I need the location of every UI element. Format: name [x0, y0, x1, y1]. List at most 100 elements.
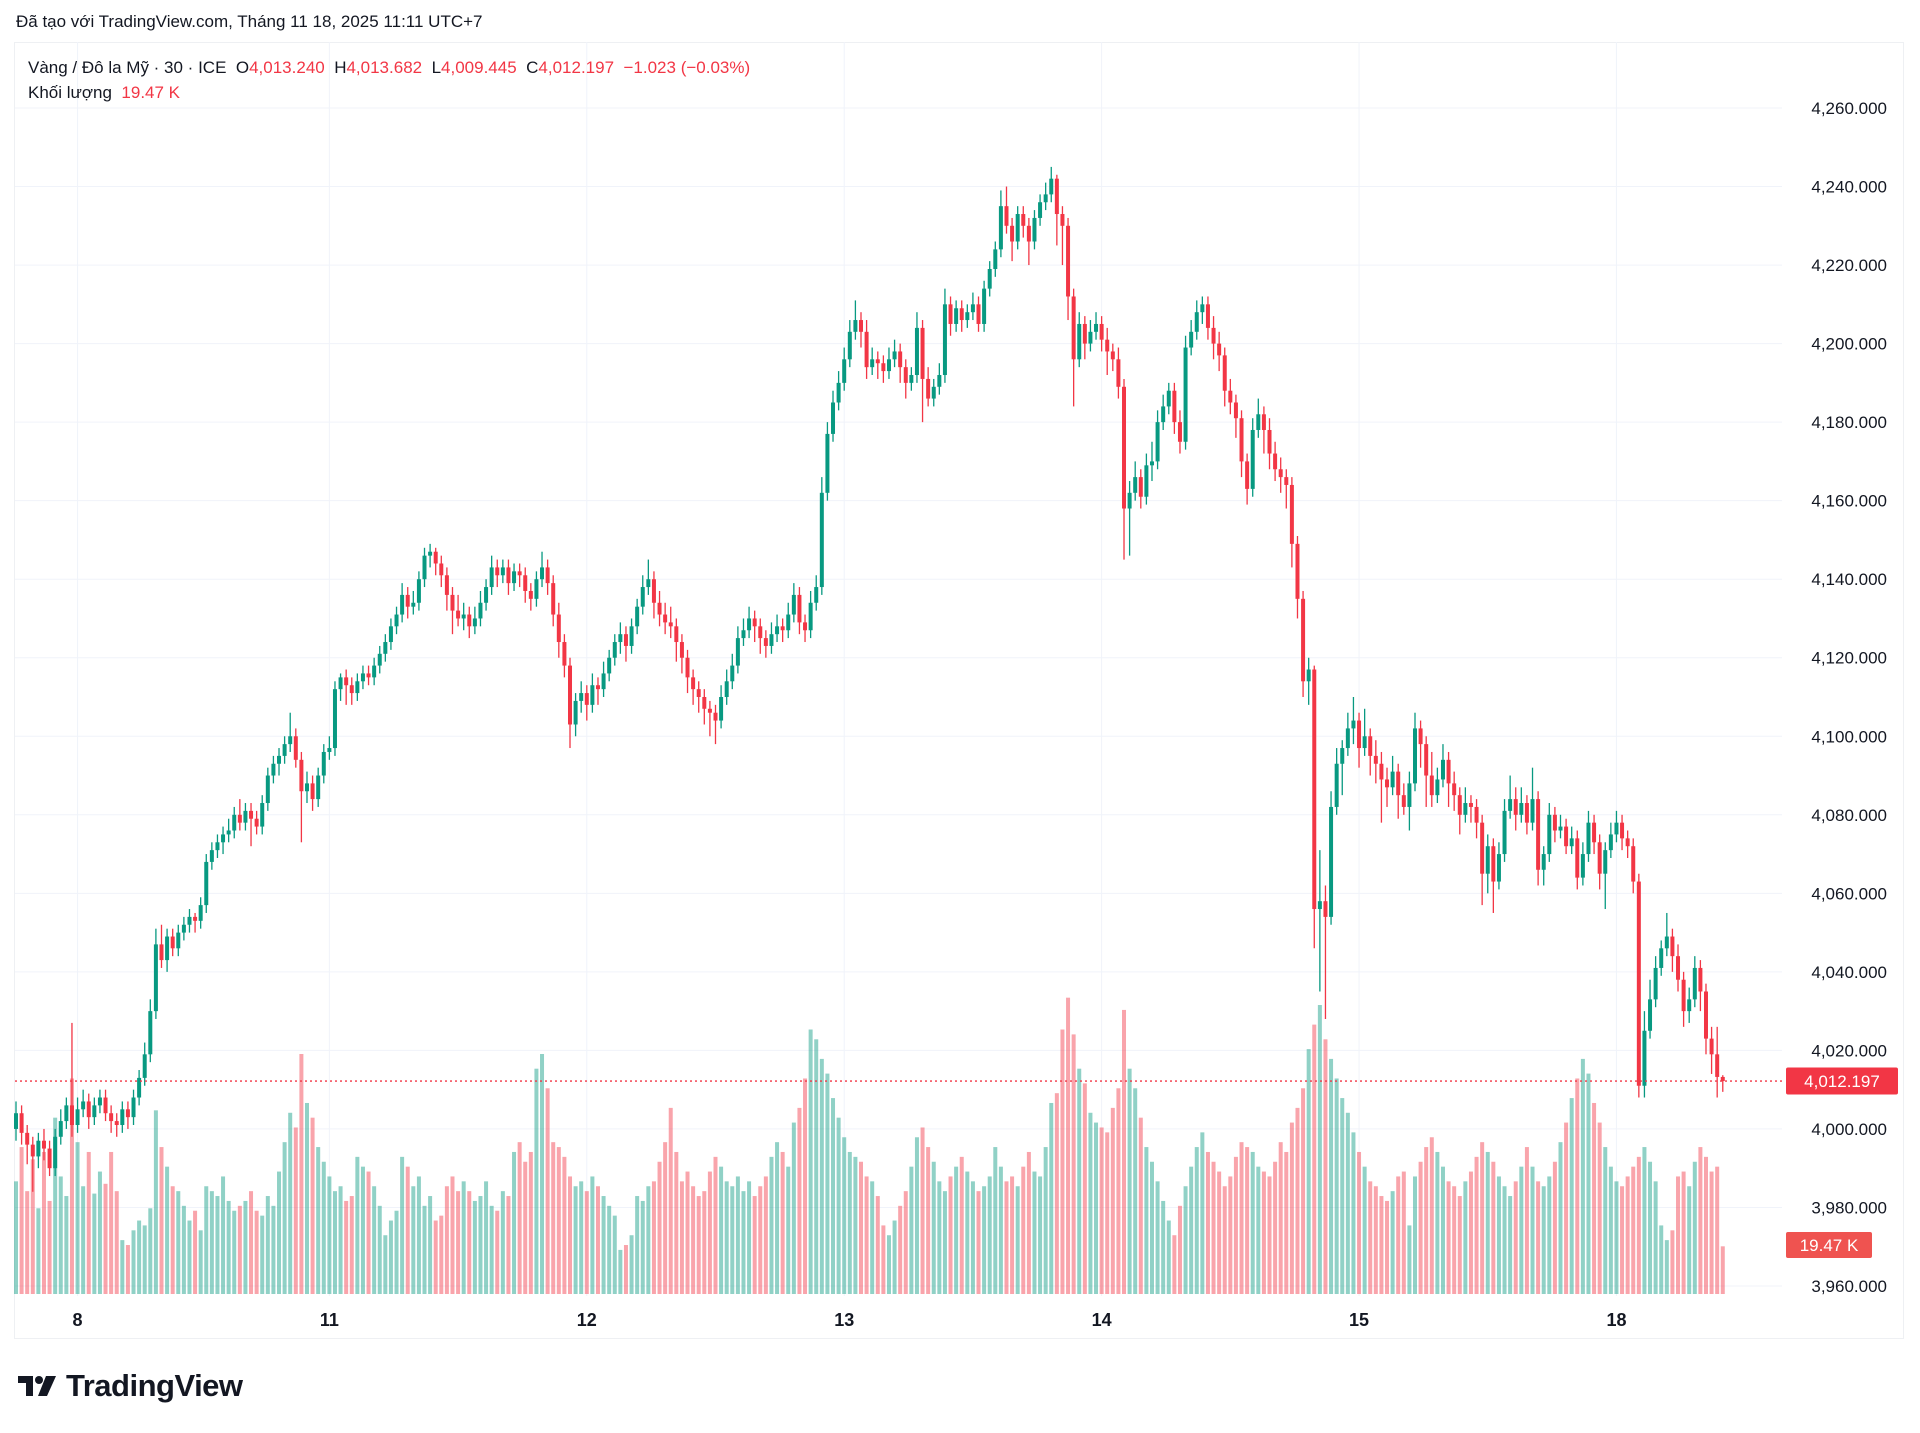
candle[interactable] — [775, 614, 780, 643]
candle[interactable] — [1653, 956, 1658, 1008]
candle[interactable] — [1547, 803, 1552, 862]
candle[interactable] — [1043, 182, 1048, 211]
candle[interactable] — [1407, 771, 1412, 831]
candle[interactable] — [1334, 748, 1339, 815]
candle[interactable] — [545, 559, 550, 595]
candle[interactable] — [1698, 960, 1703, 1012]
candle[interactable] — [1715, 1026, 1720, 1098]
candle[interactable] — [1670, 928, 1675, 972]
candle[interactable] — [976, 296, 981, 332]
candle[interactable] — [1524, 795, 1529, 835]
candle[interactable] — [1513, 787, 1518, 831]
candle[interactable] — [791, 583, 796, 623]
candle[interactable] — [109, 1105, 114, 1133]
candle[interactable] — [595, 677, 600, 705]
candle[interactable] — [1703, 983, 1708, 1055]
candle[interactable] — [1071, 288, 1076, 407]
candle[interactable] — [512, 563, 517, 591]
candle[interactable] — [528, 583, 533, 611]
candle[interactable] — [1099, 316, 1104, 352]
candle[interactable] — [1373, 740, 1378, 784]
candle[interactable] — [53, 1128, 58, 1177]
candle[interactable] — [14, 1101, 18, 1141]
candle[interactable] — [1060, 206, 1065, 266]
candle[interactable] — [540, 551, 545, 588]
candle[interactable] — [36, 1132, 41, 1169]
candle[interactable] — [1468, 795, 1473, 823]
candle[interactable] — [1015, 206, 1020, 250]
candle[interactable] — [170, 928, 175, 957]
candle[interactable] — [388, 618, 393, 650]
candle[interactable] — [1155, 410, 1160, 470]
candle[interactable] — [148, 999, 153, 1063]
candle[interactable] — [1329, 791, 1334, 925]
candle[interactable] — [131, 1089, 136, 1126]
candle[interactable] — [86, 1093, 91, 1129]
candle[interactable] — [271, 755, 276, 784]
candle[interactable] — [277, 748, 282, 776]
candle[interactable] — [142, 1042, 147, 1086]
candle[interactable] — [803, 614, 808, 643]
candle[interactable] — [993, 241, 998, 277]
candle[interactable] — [1194, 300, 1199, 340]
candle[interactable] — [1317, 850, 1322, 992]
candle[interactable] — [360, 665, 365, 690]
candle[interactable] — [1295, 536, 1300, 619]
candle[interactable] — [1094, 312, 1099, 340]
candle[interactable] — [668, 606, 673, 639]
candle[interactable] — [433, 547, 438, 576]
candle[interactable] — [1082, 316, 1087, 360]
candle[interactable] — [562, 634, 567, 678]
candle[interactable] — [1026, 217, 1031, 266]
candle[interactable] — [1284, 469, 1289, 509]
candle[interactable] — [19, 1105, 24, 1145]
candle[interactable] — [1357, 712, 1362, 768]
candle[interactable] — [1289, 477, 1294, 568]
candle[interactable] — [1049, 166, 1054, 203]
candle[interactable] — [484, 579, 489, 611]
candle[interactable] — [1345, 712, 1350, 756]
candle[interactable] — [618, 622, 623, 654]
candle[interactable] — [92, 1097, 97, 1126]
candle[interactable] — [1306, 657, 1311, 705]
candle[interactable] — [903, 359, 908, 399]
candle[interactable] — [1413, 712, 1417, 792]
candle[interactable] — [1149, 441, 1154, 482]
candle[interactable] — [165, 928, 170, 972]
candle[interactable] — [892, 339, 897, 368]
candle[interactable] — [1625, 830, 1630, 858]
candle[interactable] — [1636, 873, 1641, 1098]
candle[interactable] — [1603, 842, 1608, 910]
candle[interactable] — [1681, 971, 1686, 1027]
candle[interactable] — [1200, 296, 1205, 324]
candle[interactable] — [467, 606, 472, 639]
candle[interactable] — [243, 803, 248, 831]
candle[interactable] — [1519, 787, 1524, 823]
candle[interactable] — [450, 587, 455, 635]
candle[interactable] — [663, 602, 668, 635]
candle[interactable] — [987, 261, 992, 297]
candle[interactable] — [1648, 979, 1653, 1039]
candle[interactable] — [590, 673, 595, 713]
candle[interactable] — [870, 347, 875, 376]
candle[interactable] — [472, 606, 477, 635]
candle[interactable] — [41, 1128, 46, 1161]
candle[interactable] — [25, 1125, 30, 1165]
candle[interactable] — [30, 1136, 35, 1192]
candle[interactable] — [355, 673, 360, 701]
candle[interactable] — [629, 618, 634, 654]
candle[interactable] — [1720, 1075, 1725, 1092]
candle[interactable] — [153, 928, 158, 1019]
candle[interactable] — [601, 661, 606, 697]
candle[interactable] — [1088, 320, 1093, 352]
candle[interactable] — [456, 594, 461, 627]
candle[interactable] — [1558, 814, 1563, 839]
candle[interactable] — [1066, 217, 1071, 321]
candle[interactable] — [1642, 1011, 1647, 1098]
candle[interactable] — [1323, 885, 1328, 1019]
candle[interactable] — [1580, 842, 1585, 886]
candle[interactable] — [998, 190, 1003, 258]
candle[interactable] — [640, 575, 645, 615]
candle[interactable] — [797, 587, 802, 635]
candle[interactable] — [310, 775, 315, 811]
